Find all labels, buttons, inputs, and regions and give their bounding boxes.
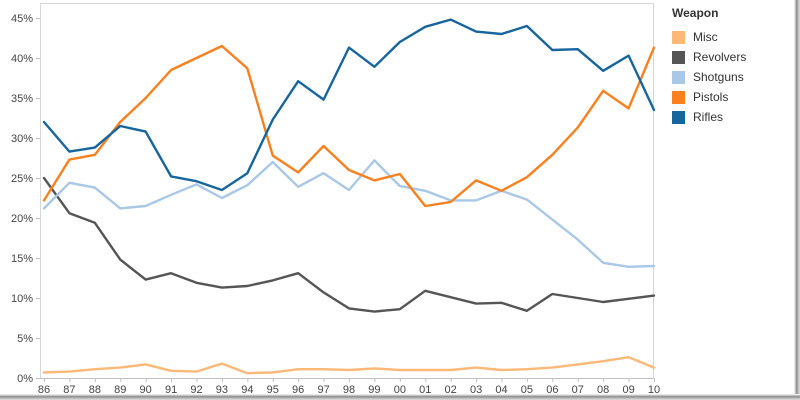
x-axis-tick-label: 09 (622, 384, 634, 396)
y-axis-tick-label: 0% (17, 373, 33, 385)
legend-label: Revolvers (693, 50, 747, 64)
series-line-misc[interactable] (42, 356, 656, 375)
legend-label: Misc (693, 30, 718, 44)
y-axis-tick-label: 10% (11, 293, 33, 305)
x-axis-tick-label: 00 (394, 384, 406, 396)
x-axis-tick-label: 88 (89, 384, 101, 396)
x-axis-tick-label: 08 (597, 384, 609, 396)
x-axis-tick-label: 87 (63, 384, 75, 396)
y-axis-tick-label: 40% (11, 53, 33, 65)
frame-border-right (794, 0, 800, 400)
x-axis-tick-label: 01 (419, 384, 431, 396)
legend-item-pistols[interactable]: Pistols (672, 87, 800, 107)
x-axis-tick-label: 86 (38, 384, 50, 396)
legend-swatch-misc (672, 30, 685, 44)
legend-item-rifles[interactable]: Rifles (672, 107, 800, 127)
legend-swatch-revolvers (672, 50, 685, 64)
series-line-pistols[interactable] (42, 44, 656, 208)
legend-label: Rifles (693, 110, 724, 124)
x-axis-tick-label: 94 (241, 384, 253, 396)
x-axis-tick-label: 98 (343, 384, 355, 396)
x-axis-tick-label: 96 (292, 384, 304, 396)
legend-item-shotguns[interactable]: Shotguns (672, 67, 800, 87)
legend-swatch-rifles (672, 110, 685, 124)
x-axis-tick-label: 93 (216, 384, 228, 396)
frame-border-bottom (0, 394, 800, 400)
legend-item-misc[interactable]: Misc (672, 27, 800, 47)
x-axis-tick-label: 05 (521, 384, 533, 396)
x-axis-tick-label: 03 (470, 384, 482, 396)
y-axis-tick-label: 5% (17, 333, 33, 345)
x-axis-tick-label: 95 (267, 384, 279, 396)
series-line-shotguns[interactable] (42, 159, 656, 268)
x-axis-tick-label: 97 (317, 384, 329, 396)
y-axis-tick-label: 45% (11, 13, 33, 25)
x-axis-tick-label: 90 (140, 384, 152, 396)
legend-label: Shotguns (693, 70, 744, 84)
y-axis-tick-label: 20% (11, 213, 33, 225)
x-axis-tick-label: 06 (546, 384, 558, 396)
y-axis-tick-label: 15% (11, 253, 33, 265)
x-axis-tick-label: 04 (495, 384, 507, 396)
series-line-revolvers[interactable] (42, 176, 656, 313)
legend-swatch-shotguns (672, 70, 685, 84)
x-axis-tick-label: 99 (368, 384, 380, 396)
x-axis-tick-label: 10 (648, 384, 660, 396)
legend-title: Weapon (672, 6, 719, 20)
y-axis-tick-label: 30% (11, 133, 33, 145)
series-line-rifles[interactable] (42, 18, 656, 192)
line-chart-canvas: 0% 5% 10% 15% 20% 25% 30% 35% 40% 45% 86 87 88 89 90 91… (11, 3, 660, 396)
legend-items: Misc Revolvers Shotguns Pistols Rifles (672, 27, 800, 127)
x-axis-tick-label: 91 (165, 384, 177, 396)
legend: Weapon Misc Revolvers Shotguns Pistols Rifle… (662, 0, 800, 127)
y-axis-tick-label: 25% (11, 173, 33, 185)
legend-label: Pistols (693, 90, 729, 104)
legend-item-revolvers[interactable]: Revolvers (672, 47, 800, 67)
y-axis-tick-label: 35% (11, 93, 33, 105)
x-axis-tick-label: 92 (190, 384, 202, 396)
plot-border (40, 3, 654, 379)
legend-swatch-pistols (672, 90, 685, 104)
x-axis-tick-label: 02 (445, 384, 457, 396)
x-axis-tick-label: 89 (114, 384, 126, 396)
x-axis-tick-label: 07 (572, 384, 584, 396)
